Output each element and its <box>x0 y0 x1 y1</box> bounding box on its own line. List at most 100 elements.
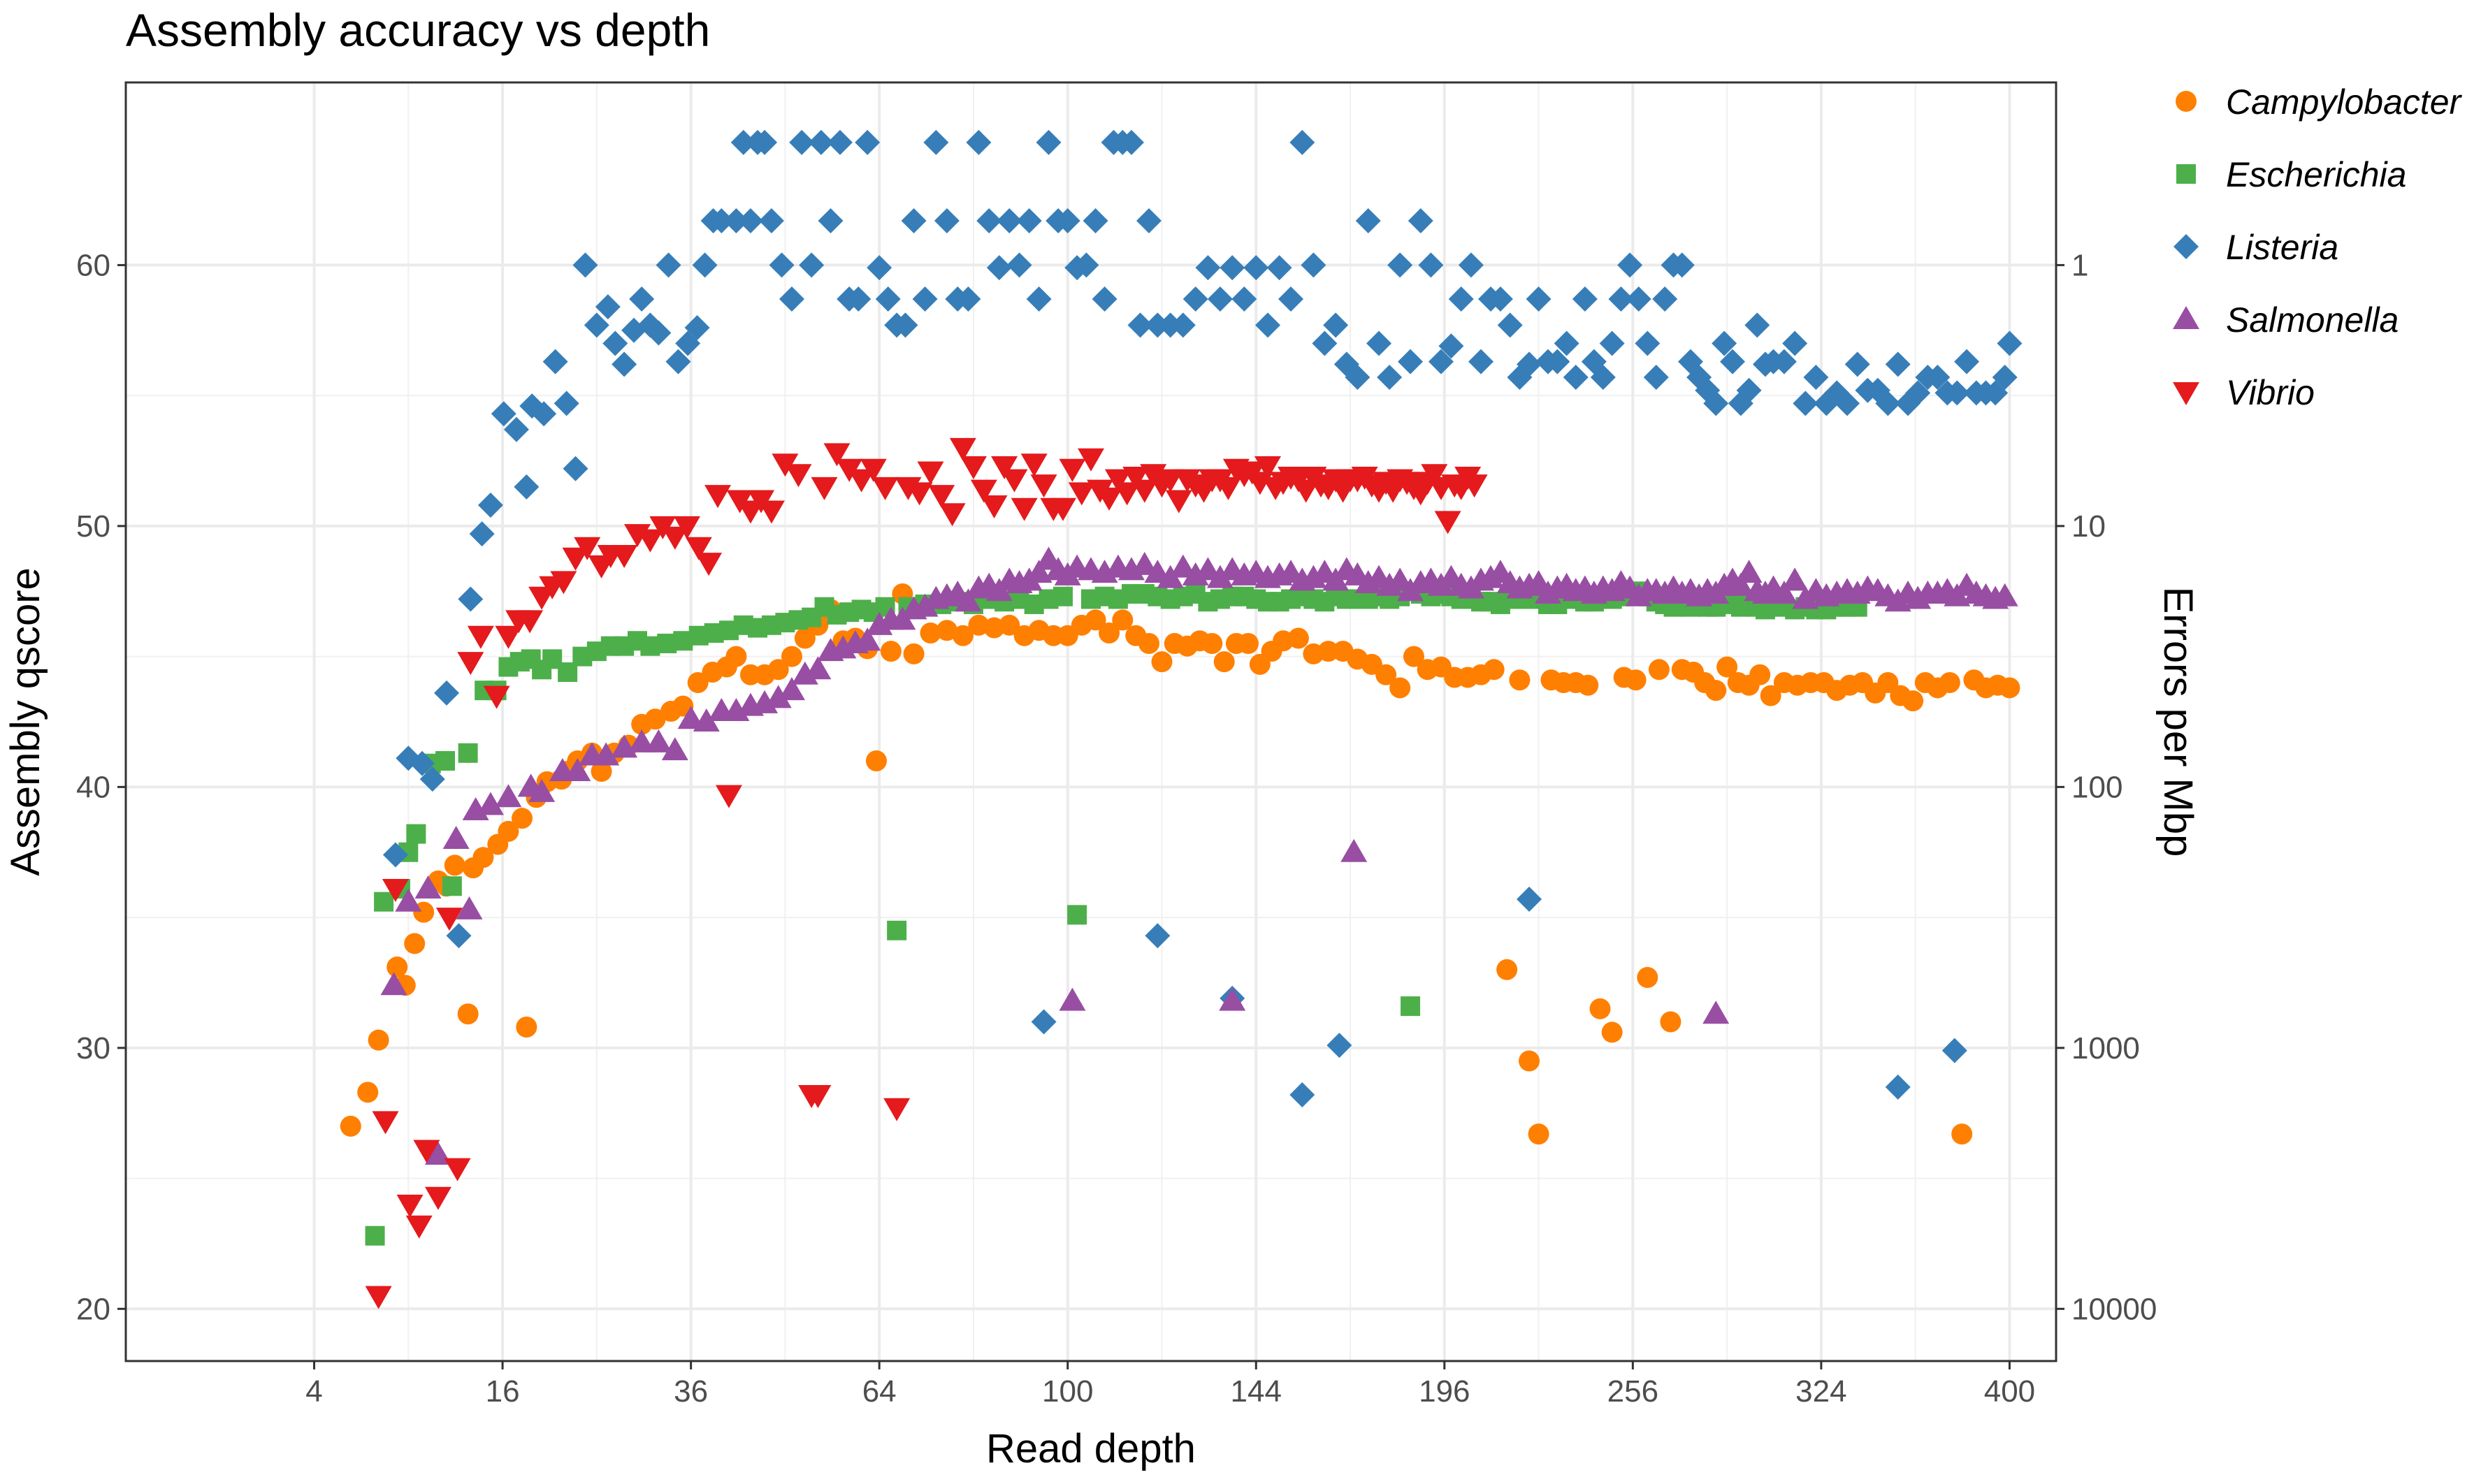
data-point <box>725 646 747 667</box>
data-point <box>491 401 516 427</box>
data-point <box>1635 330 1661 356</box>
data-point <box>865 750 887 772</box>
data-point <box>661 737 688 761</box>
data-point <box>424 1186 451 1210</box>
y2-axis: 10000 1000 100 10 1 <box>2056 248 2157 1326</box>
x-tick-label: 400 <box>1984 1374 2035 1409</box>
data-points <box>340 129 2023 1309</box>
data-point <box>1997 330 2023 356</box>
data-point <box>467 625 494 649</box>
data-point <box>1055 208 1080 233</box>
data-point <box>1078 448 1104 472</box>
data-point <box>846 286 871 312</box>
data-point <box>1092 286 1117 312</box>
data-point <box>923 129 949 155</box>
x-tick-label: 256 <box>1607 1374 1658 1409</box>
data-point <box>340 1115 361 1137</box>
plot-panel <box>124 81 2057 1362</box>
data-point <box>1243 255 1269 281</box>
data-point <box>405 1215 433 1239</box>
data-point <box>1138 632 1159 654</box>
data-point <box>514 474 540 500</box>
data-point <box>512 808 533 829</box>
data-point <box>1016 208 1042 233</box>
data-point <box>458 586 484 612</box>
data-point <box>1096 487 1123 511</box>
data-point <box>715 785 742 808</box>
data-point <box>1127 312 1153 338</box>
data-point <box>1317 641 1339 662</box>
data-point <box>997 208 1022 233</box>
y2-tick-label: 1 <box>2071 248 2088 282</box>
data-point <box>939 503 966 527</box>
data-point <box>934 208 960 233</box>
y2-axis-label: Errors per Mbp <box>2155 587 2201 857</box>
y-tick-label: 60 <box>76 248 110 282</box>
data-point <box>646 320 672 346</box>
data-point <box>1782 330 1808 356</box>
data-point <box>1213 651 1235 673</box>
data-point <box>1844 351 1870 377</box>
data-point <box>1085 609 1106 631</box>
data-point <box>1030 474 1057 498</box>
data-point <box>920 623 941 644</box>
data-point <box>661 526 688 550</box>
data-point <box>1803 365 1829 391</box>
data-point <box>1577 674 1599 696</box>
data-point <box>1509 669 1531 691</box>
data-point <box>516 610 544 634</box>
data-point <box>637 529 664 553</box>
data-point <box>1617 252 1643 278</box>
data-point <box>1408 208 1433 233</box>
data-point <box>860 458 887 482</box>
data-point <box>1220 255 1245 281</box>
data-point <box>1145 312 1171 338</box>
data-point <box>1589 998 1611 1019</box>
data-point <box>1068 482 1095 506</box>
data-point <box>687 671 709 693</box>
y-axis-label: Assembly qscore <box>3 567 48 876</box>
data-point <box>912 286 938 312</box>
data-point <box>1194 557 1222 581</box>
data-point <box>970 479 997 503</box>
y-tick-label: 20 <box>76 1292 110 1326</box>
data-point <box>456 896 483 919</box>
data-point <box>396 1194 424 1218</box>
data-point <box>1421 464 1448 488</box>
data-point <box>483 685 510 709</box>
data-point <box>1744 312 1770 338</box>
data-point <box>1418 252 1444 278</box>
x-tick-label: 4 <box>305 1374 322 1409</box>
data-point <box>887 920 907 940</box>
data-point <box>1428 349 1454 374</box>
data-point <box>357 1082 379 1103</box>
data-point <box>767 659 789 681</box>
data-point <box>1905 380 1931 406</box>
data-point <box>1652 286 1678 312</box>
data-point <box>1340 838 1368 862</box>
data-point <box>1438 333 1464 359</box>
data-point <box>1601 1021 1623 1043</box>
y2-tick-label: 10 <box>2071 509 2106 544</box>
data-point <box>1355 208 1381 233</box>
data-point <box>1554 330 1579 356</box>
data-point <box>730 129 756 155</box>
data-point <box>1590 365 1616 391</box>
data-point <box>804 1085 832 1109</box>
data-point <box>1255 312 1281 338</box>
grid-lines <box>126 82 2056 1361</box>
data-point <box>1702 1001 1730 1024</box>
data-point <box>1278 286 1304 312</box>
data-point <box>1136 208 1162 233</box>
data-point <box>612 351 637 377</box>
data-point <box>1201 632 1223 654</box>
data-point <box>854 627 881 651</box>
data-point <box>1770 581 1798 604</box>
data-point <box>1036 129 1062 155</box>
data-point <box>692 252 718 278</box>
data-point <box>799 252 825 278</box>
legend-key <box>2173 382 2199 405</box>
data-point <box>1925 365 1951 391</box>
data-point <box>903 643 925 664</box>
data-point <box>1835 391 1860 416</box>
